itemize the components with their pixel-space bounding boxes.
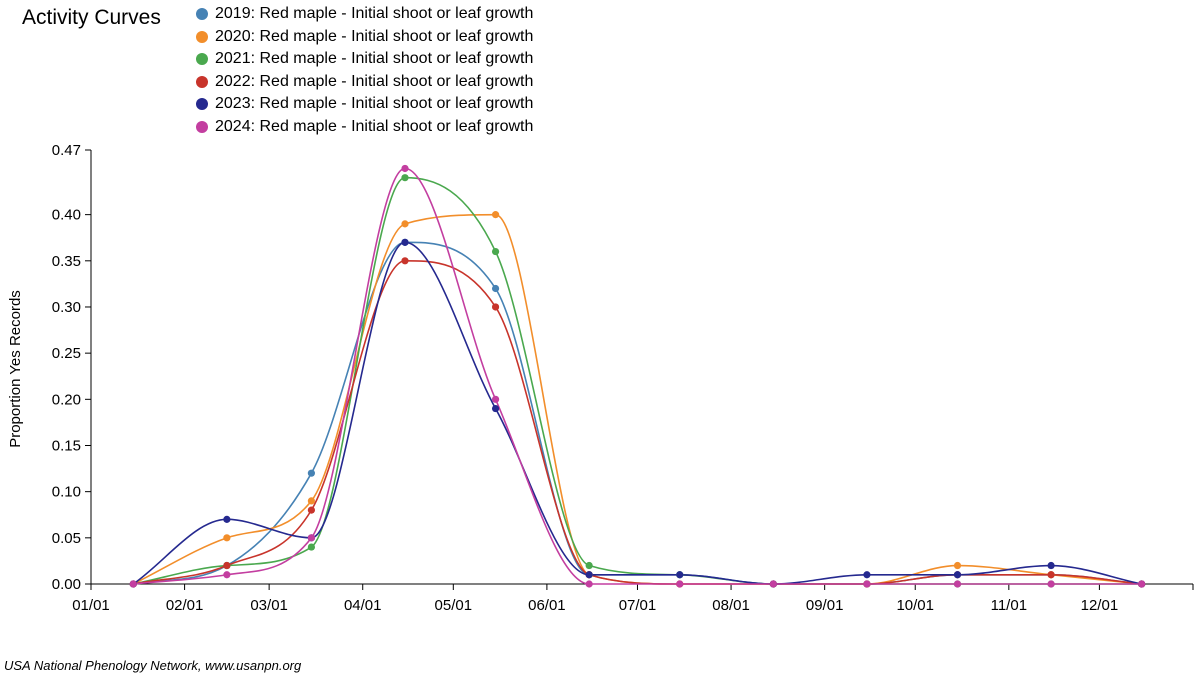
data-point (491, 284, 500, 293)
y-tick-label: 0.20 (52, 391, 81, 408)
y-tick-label: 0.05 (52, 530, 81, 547)
data-point (223, 571, 231, 579)
legend-swatch (196, 98, 208, 111)
x-tick-label: 10/01 (896, 597, 934, 614)
data-point (223, 534, 231, 542)
legend-swatch (196, 30, 208, 43)
data-point (491, 247, 500, 256)
legend-label: 2019: Red maple - Initial shoot or leaf … (215, 5, 534, 23)
x-tick-label: 12/01 (1081, 597, 1119, 614)
data-point (491, 395, 500, 403)
legend-item: 2022: Red maple - Initial shoot or leaf … (196, 71, 533, 94)
x-tick-label: 03/01 (250, 597, 288, 614)
legend: 2019: Red maple - Initial shoot or leaf … (196, 3, 533, 138)
data-point (953, 571, 962, 579)
data-point (769, 580, 777, 588)
x-tick-label: 06/01 (528, 597, 566, 614)
y-tick-label: 0.35 (52, 253, 81, 270)
legend-swatch (196, 75, 208, 88)
data-point (1047, 571, 1055, 579)
y-tick-label: 0.10 (52, 484, 81, 501)
x-tick-label: 09/01 (806, 597, 844, 614)
legend-label: 2024: Red maple - Initial shoot or leaf … (215, 117, 534, 135)
data-point (307, 543, 315, 551)
data-point (1047, 580, 1055, 588)
y-tick-label: 0.15 (52, 437, 81, 454)
y-axis: 0.00 0.05 0.10 0.15 0.20 0.25 0.30 0.35 0.40 0.47 (52, 142, 92, 593)
x-tick-label: 04/01 (344, 597, 382, 614)
data-point (676, 571, 684, 579)
series-line (132, 241, 1142, 585)
legend-item: 2023: Red maple - Initial shoot or leaf … (196, 93, 533, 116)
data-point (401, 238, 409, 246)
data-point (307, 506, 315, 514)
series-line (133, 260, 1142, 585)
data-point (307, 469, 315, 477)
legend-label: 2022: Red maple - Initial shoot or leaf … (215, 72, 534, 90)
x-tick-label: 08/01 (712, 597, 750, 614)
data-point (223, 561, 231, 570)
data-point (491, 211, 500, 219)
data-point (953, 580, 962, 588)
data-point (223, 515, 231, 523)
data-point (491, 404, 500, 413)
data-point (863, 580, 871, 588)
y-tick-label: 0.25 (52, 345, 81, 362)
x-axis: 01/01 02/01 03/01 04/01 05/01 06/01 07/01 08/01… (72, 583, 1194, 614)
x-tick-label: 01/01 (72, 597, 110, 614)
data-point (863, 571, 871, 579)
y-tick-label: 0.47 (52, 142, 81, 159)
legend-swatch (196, 53, 208, 66)
legend-item: 2019: Red maple - Initial shoot or leaf … (196, 3, 533, 26)
legend-item: 2024: Red maple - Initial shoot or leaf … (196, 116, 533, 139)
legend-label: 2021: Red maple - Initial shoot or leaf … (215, 50, 534, 68)
chart-title: Activity Curves (22, 6, 161, 29)
x-tick-label: 11/01 (991, 597, 1027, 614)
x-tick-label: 02/01 (166, 597, 204, 614)
y-tick-label: 0.30 (52, 299, 81, 316)
data-point (676, 580, 684, 588)
y-axis-label: Proportion Yes Records (7, 290, 24, 448)
series-line (132, 213, 1142, 585)
footer-credit: USA National Phenology Network, www.usan… (4, 658, 302, 673)
legend-item: 2020: Red maple - Initial shoot or leaf … (196, 26, 533, 49)
activity-curves-plot: 0.00 0.05 0.10 0.15 0.20 0.25 0.30 0.35 0.40 0.47… (7, 142, 1194, 614)
legend-label: 2020: Red maple - Initial shoot or leaf … (215, 27, 534, 45)
data-point (1138, 580, 1146, 588)
data-point (307, 534, 315, 542)
series-points (129, 164, 1146, 588)
legend-swatch (196, 120, 208, 133)
legend-item: 2021: Red maple - Initial shoot or leaf … (196, 48, 533, 71)
y-tick-label: 0.00 (52, 576, 81, 593)
data-point (307, 497, 315, 505)
data-point (1047, 561, 1055, 570)
y-tick-label: 0.40 (52, 207, 81, 224)
data-point (585, 580, 593, 588)
data-point (401, 257, 409, 265)
data-point (953, 561, 962, 570)
data-point (585, 571, 593, 579)
legend-label: 2023: Red maple - Initial shoot or leaf … (215, 95, 534, 113)
data-point (401, 164, 409, 173)
legend-swatch (196, 8, 208, 21)
data-point (129, 580, 137, 588)
series-line (133, 167, 1142, 585)
x-tick-label: 05/01 (435, 597, 473, 614)
data-point (401, 220, 409, 228)
data-point (491, 303, 500, 311)
series-lines (132, 167, 1142, 585)
data-point (401, 174, 409, 182)
x-tick-label: 07/01 (619, 597, 657, 614)
data-point (585, 561, 593, 570)
